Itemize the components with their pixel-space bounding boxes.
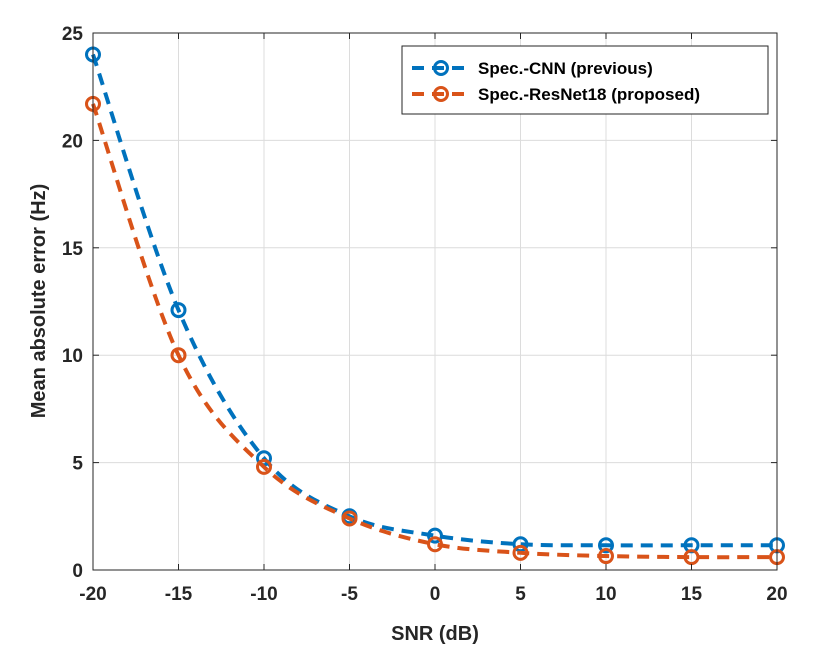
legend-box [401,45,769,115]
x-tick-label: 15 [681,584,703,605]
data-point [683,549,700,566]
series-layer [85,46,785,566]
x-tick-label: -20 [79,584,106,605]
x-tick-label: -15 [165,584,193,605]
legend-swatch-marker [433,86,449,102]
x-tick-label: -5 [341,584,358,605]
y-tick-label: 10 [62,346,83,367]
data-point [598,548,614,565]
series-line [91,103,778,560]
data-point [598,537,614,554]
data-point [427,536,443,553]
data-point [256,458,272,475]
x-tick-label: 5 [515,584,526,605]
legend-entry: Spec.-CNN (previous) [412,59,653,78]
axis-ticks: -20 -15 -10 -5 0 5 10 15 20 0 5 10 15 20 25 [62,24,788,605]
x-tick-label: -10 [250,584,277,605]
legend: Spec.-CNN (previous) Spec.-ResNet18 (prop… [401,45,769,115]
data-point [170,347,187,364]
legend-label: Spec.-ResNet18 (proposed) [478,85,700,104]
y-tick-label: 15 [62,239,84,260]
data-point [512,536,529,553]
y-tick-label: 5 [72,454,83,475]
data-point [170,302,187,319]
y-tick-label: 25 [62,24,84,45]
legend-entry: Spec.-ResNet18 (proposed) [412,85,700,104]
data-point [512,544,529,561]
data-point [427,527,443,544]
x-tick-label: 10 [595,584,616,605]
data-point [341,510,358,527]
x-tick-label: 20 [766,584,787,605]
y-tick-label: 0 [72,561,83,582]
x-tick-label: 0 [430,584,441,605]
y-tick-label: 20 [62,131,83,152]
series-line [91,53,777,548]
x-axis-title: SNR (dB) [391,623,479,645]
legend-label: Spec.-CNN (previous) [478,59,653,78]
y-axis-title: Mean absolute error (Hz) [28,184,50,418]
legend-swatch-marker [433,60,449,76]
